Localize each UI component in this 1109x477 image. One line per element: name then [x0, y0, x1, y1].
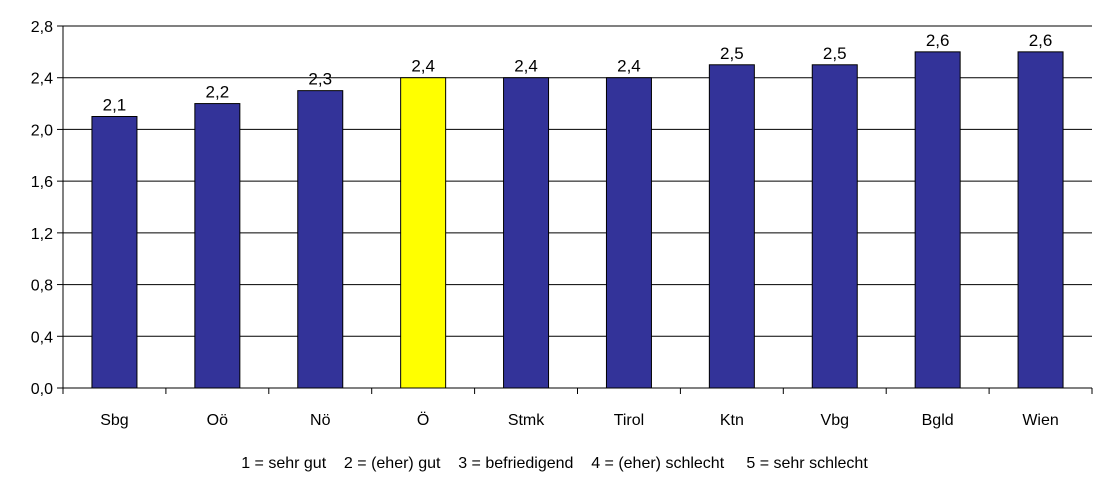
y-tick-label: 0,4 [31, 329, 53, 346]
y-tick-label: 1,6 [31, 174, 53, 191]
x-axis-category-labels: Sbg Oö Nö Ö Stmk Tirol Ktn Vbg Bgld Wien [62, 388, 1093, 429]
bar-8 [914, 51, 961, 389]
data-label: 2,4 [617, 57, 641, 76]
bar-0 [91, 116, 138, 389]
data-label: 2,4 [514, 57, 538, 76]
bar-5 [605, 77, 652, 389]
x-category-label: Sbg [100, 412, 128, 429]
x-category-label: Tirol [614, 412, 645, 429]
bar-3 [400, 77, 447, 389]
x-category-label: Nö [310, 412, 331, 429]
bar-4 [503, 77, 550, 389]
data-label: 2,5 [720, 44, 744, 63]
data-label: 2,3 [308, 70, 332, 89]
y-axis-tick-labels: 0,0 0,4 0,8 1,2 1,6 2,0 2,4 2,8 [31, 19, 53, 398]
x-category-label: Bgld [922, 412, 954, 429]
bar-chart: 0,0 0,4 0,8 1,2 1,6 2,0 2,4 2,8 2,1 2,2 2,3 2,4 2,4… [31, 19, 1093, 429]
x-category-label: Stmk [508, 412, 545, 429]
rating-scale-note: 1 = sehr gut 2 = (eher) gut 3 = befriedi… [241, 455, 868, 472]
x-category-label: Oö [207, 412, 228, 429]
y-tick-label: 0,0 [31, 381, 53, 398]
y-tick-label: 2,8 [31, 19, 53, 36]
data-label: 2,4 [411, 57, 435, 76]
y-tick-label: 0,8 [31, 278, 53, 295]
x-category-label: Ö [417, 411, 429, 429]
data-label: 2,1 [103, 96, 127, 115]
data-label: 2,5 [823, 44, 847, 63]
bar-7 [811, 64, 858, 389]
x-category-label: Ktn [720, 412, 744, 429]
data-labels: 2,1 2,2 2,3 2,4 2,4 2,4 2,5 2,5 2,6 2,6 [103, 31, 1053, 115]
data-label: 2,2 [206, 83, 230, 102]
bar-1 [194, 103, 241, 389]
bar-2 [297, 90, 344, 389]
y-tick-label: 2,4 [31, 71, 53, 88]
bar-6 [708, 64, 755, 389]
data-label: 2,6 [926, 31, 950, 50]
y-tick-label: 1,2 [31, 226, 53, 243]
bars [91, 51, 1064, 389]
data-label: 2,6 [1029, 31, 1053, 50]
x-category-label: Vbg [821, 412, 849, 429]
bar-9 [1017, 51, 1064, 389]
y-tick-label: 2,0 [31, 122, 53, 139]
x-category-label: Wien [1022, 412, 1058, 429]
